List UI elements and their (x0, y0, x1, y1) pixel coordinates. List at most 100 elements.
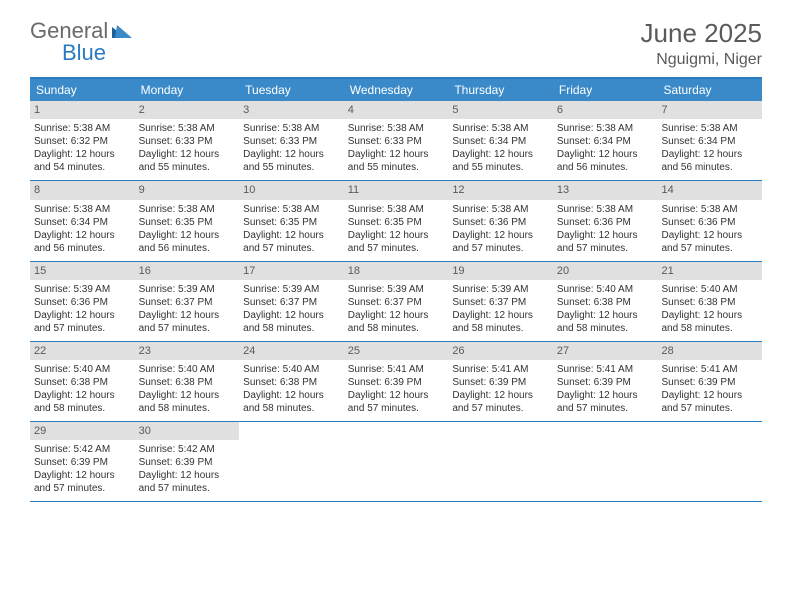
daylight-line1: Daylight: 12 hours (34, 389, 131, 402)
sunrise-text: Sunrise: 5:38 AM (452, 122, 549, 135)
day-body: Sunrise: 5:41 AMSunset: 6:39 PMDaylight:… (657, 360, 762, 421)
day-body: Sunrise: 5:38 AMSunset: 6:33 PMDaylight:… (344, 119, 449, 180)
day-number: 7 (657, 101, 762, 119)
sunset-text: Sunset: 6:39 PM (661, 376, 758, 389)
day-cell (553, 422, 658, 501)
day-number: 14 (657, 181, 762, 199)
daylight-line2: and 57 minutes. (139, 482, 236, 495)
daylight-line2: and 58 minutes. (34, 402, 131, 415)
daylight-line2: and 55 minutes. (348, 161, 445, 174)
sunrise-text: Sunrise: 5:42 AM (139, 443, 236, 456)
day-body: Sunrise: 5:38 AMSunset: 6:35 PMDaylight:… (135, 200, 240, 261)
daylight-line2: and 58 minutes. (452, 322, 549, 335)
daylight-line1: Daylight: 12 hours (452, 229, 549, 242)
day-cell: 16Sunrise: 5:39 AMSunset: 6:37 PMDayligh… (135, 262, 240, 341)
day-cell: 20Sunrise: 5:40 AMSunset: 6:38 PMDayligh… (553, 262, 658, 341)
day-cell: 25Sunrise: 5:41 AMSunset: 6:39 PMDayligh… (344, 342, 449, 421)
sunset-text: Sunset: 6:39 PM (557, 376, 654, 389)
day-cell: 28Sunrise: 5:41 AMSunset: 6:39 PMDayligh… (657, 342, 762, 421)
day-cell: 22Sunrise: 5:40 AMSunset: 6:38 PMDayligh… (30, 342, 135, 421)
daylight-line1: Daylight: 12 hours (243, 389, 340, 402)
daylight-line2: and 58 minutes. (243, 322, 340, 335)
day-body: Sunrise: 5:41 AMSunset: 6:39 PMDaylight:… (448, 360, 553, 421)
sunset-text: Sunset: 6:38 PM (557, 296, 654, 309)
sunrise-text: Sunrise: 5:38 AM (139, 203, 236, 216)
daylight-line2: and 57 minutes. (452, 242, 549, 255)
day-cell: 15Sunrise: 5:39 AMSunset: 6:36 PMDayligh… (30, 262, 135, 341)
daylight-line2: and 57 minutes. (557, 242, 654, 255)
day-cell: 23Sunrise: 5:40 AMSunset: 6:38 PMDayligh… (135, 342, 240, 421)
weeks-container: 1Sunrise: 5:38 AMSunset: 6:32 PMDaylight… (30, 101, 762, 502)
day-cell: 11Sunrise: 5:38 AMSunset: 6:35 PMDayligh… (344, 181, 449, 260)
sunrise-text: Sunrise: 5:38 AM (34, 203, 131, 216)
day-cell: 13Sunrise: 5:38 AMSunset: 6:36 PMDayligh… (553, 181, 658, 260)
day-body: Sunrise: 5:39 AMSunset: 6:37 PMDaylight:… (239, 280, 344, 341)
day-number: 12 (448, 181, 553, 199)
day-number: 11 (344, 181, 449, 199)
day-number: 29 (30, 422, 135, 440)
day-cell: 3Sunrise: 5:38 AMSunset: 6:33 PMDaylight… (239, 101, 344, 180)
sunrise-text: Sunrise: 5:40 AM (34, 363, 131, 376)
day-body: Sunrise: 5:42 AMSunset: 6:39 PMDaylight:… (135, 440, 240, 501)
day-body: Sunrise: 5:38 AMSunset: 6:35 PMDaylight:… (344, 200, 449, 261)
day-body: Sunrise: 5:40 AMSunset: 6:38 PMDaylight:… (135, 360, 240, 421)
day-body: Sunrise: 5:38 AMSunset: 6:33 PMDaylight:… (135, 119, 240, 180)
sunrise-text: Sunrise: 5:40 AM (243, 363, 340, 376)
sunset-text: Sunset: 6:34 PM (452, 135, 549, 148)
sunset-text: Sunset: 6:35 PM (348, 216, 445, 229)
day-number: 17 (239, 262, 344, 280)
daylight-line2: and 57 minutes. (348, 402, 445, 415)
day-cell: 1Sunrise: 5:38 AMSunset: 6:32 PMDaylight… (30, 101, 135, 180)
daylight-line1: Daylight: 12 hours (34, 148, 131, 161)
sunset-text: Sunset: 6:32 PM (34, 135, 131, 148)
daylight-line2: and 57 minutes. (139, 322, 236, 335)
day-body: Sunrise: 5:41 AMSunset: 6:39 PMDaylight:… (344, 360, 449, 421)
daylight-line1: Daylight: 12 hours (557, 389, 654, 402)
day-body: Sunrise: 5:39 AMSunset: 6:37 PMDaylight:… (448, 280, 553, 341)
daylight-line1: Daylight: 12 hours (139, 469, 236, 482)
day-number: 8 (30, 181, 135, 199)
week-row: 1Sunrise: 5:38 AMSunset: 6:32 PMDaylight… (30, 101, 762, 181)
daylight-line2: and 58 minutes. (139, 402, 236, 415)
daylight-line1: Daylight: 12 hours (139, 389, 236, 402)
day-number: 4 (344, 101, 449, 119)
weekday-header: Monday (135, 79, 240, 101)
day-cell: 18Sunrise: 5:39 AMSunset: 6:37 PMDayligh… (344, 262, 449, 341)
sunrise-text: Sunrise: 5:42 AM (34, 443, 131, 456)
day-cell: 9Sunrise: 5:38 AMSunset: 6:35 PMDaylight… (135, 181, 240, 260)
day-body: Sunrise: 5:42 AMSunset: 6:39 PMDaylight:… (30, 440, 135, 501)
day-cell (657, 422, 762, 501)
day-cell: 6Sunrise: 5:38 AMSunset: 6:34 PMDaylight… (553, 101, 658, 180)
day-cell: 30Sunrise: 5:42 AMSunset: 6:39 PMDayligh… (135, 422, 240, 501)
weekday-header: Wednesday (344, 79, 449, 101)
title-block: June 2025 Nguigmi, Niger (641, 18, 762, 69)
day-cell: 29Sunrise: 5:42 AMSunset: 6:39 PMDayligh… (30, 422, 135, 501)
day-number: 16 (135, 262, 240, 280)
sunset-text: Sunset: 6:36 PM (557, 216, 654, 229)
daylight-line1: Daylight: 12 hours (348, 309, 445, 322)
day-cell: 7Sunrise: 5:38 AMSunset: 6:34 PMDaylight… (657, 101, 762, 180)
daylight-line2: and 57 minutes. (348, 242, 445, 255)
sunrise-text: Sunrise: 5:39 AM (139, 283, 236, 296)
day-number: 5 (448, 101, 553, 119)
sunrise-text: Sunrise: 5:38 AM (243, 122, 340, 135)
sunrise-text: Sunrise: 5:38 AM (557, 203, 654, 216)
day-cell: 10Sunrise: 5:38 AMSunset: 6:35 PMDayligh… (239, 181, 344, 260)
sunset-text: Sunset: 6:37 PM (348, 296, 445, 309)
sunrise-text: Sunrise: 5:38 AM (661, 122, 758, 135)
weekday-header-row: SundayMondayTuesdayWednesdayThursdayFrid… (30, 79, 762, 101)
day-body: Sunrise: 5:38 AMSunset: 6:36 PMDaylight:… (553, 200, 658, 261)
daylight-line2: and 57 minutes. (661, 402, 758, 415)
daylight-line1: Daylight: 12 hours (661, 309, 758, 322)
day-cell (239, 422, 344, 501)
daylight-line2: and 56 minutes. (661, 161, 758, 174)
daylight-line1: Daylight: 12 hours (348, 389, 445, 402)
day-body: Sunrise: 5:38 AMSunset: 6:34 PMDaylight:… (448, 119, 553, 180)
day-cell (448, 422, 553, 501)
sunrise-text: Sunrise: 5:39 AM (243, 283, 340, 296)
day-body: Sunrise: 5:39 AMSunset: 6:36 PMDaylight:… (30, 280, 135, 341)
daylight-line2: and 55 minutes. (139, 161, 236, 174)
day-cell: 12Sunrise: 5:38 AMSunset: 6:36 PMDayligh… (448, 181, 553, 260)
sunset-text: Sunset: 6:39 PM (34, 456, 131, 469)
daylight-line2: and 57 minutes. (557, 402, 654, 415)
